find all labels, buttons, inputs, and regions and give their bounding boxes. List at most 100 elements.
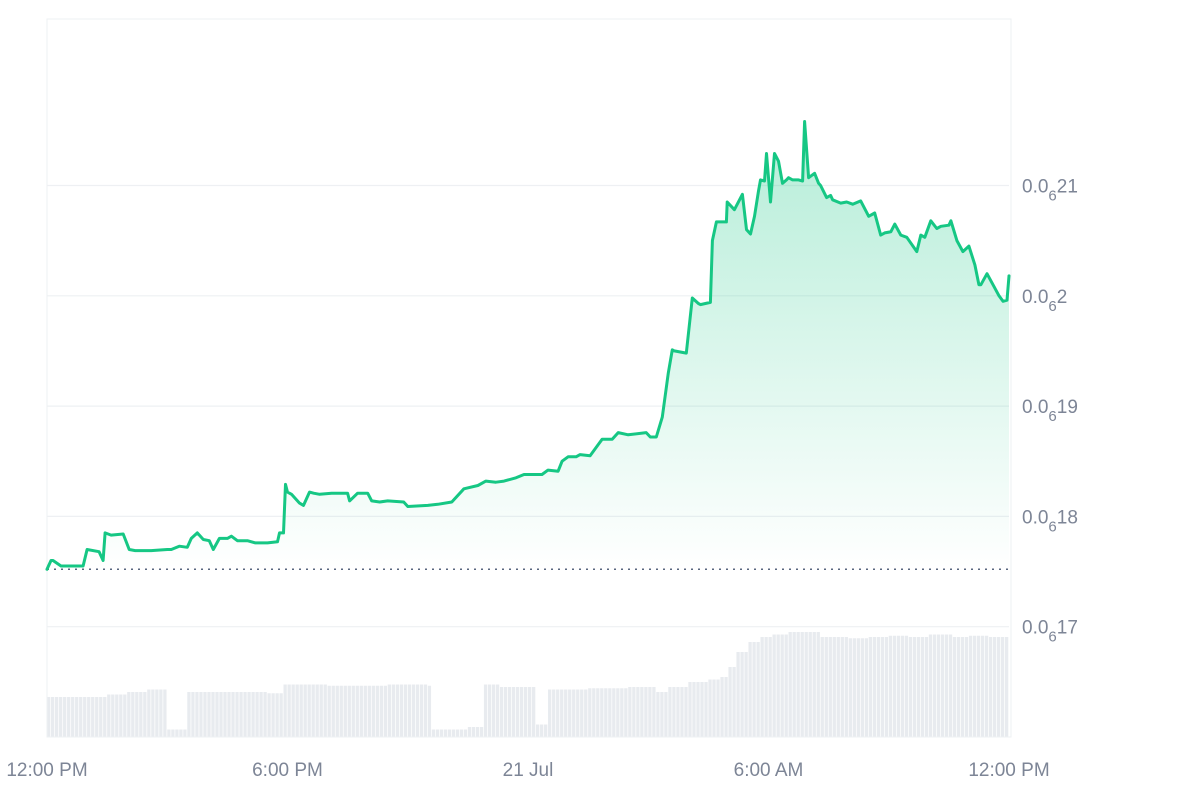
volume-bar xyxy=(832,637,836,737)
volume-bar xyxy=(900,635,905,737)
volume-bar xyxy=(315,684,319,737)
x-tick-label: 12:00 PM xyxy=(968,760,1049,781)
volume-bar xyxy=(211,692,215,737)
volume-bar xyxy=(411,684,416,737)
volume-bar xyxy=(608,688,612,737)
volume-bar xyxy=(271,693,275,737)
volume-bar xyxy=(167,729,171,737)
volume-bar xyxy=(560,689,564,737)
volume-bar xyxy=(495,684,500,737)
volume-bar xyxy=(67,697,71,737)
volume-bar xyxy=(968,635,973,737)
volume-bar xyxy=(83,697,87,737)
volume-bar xyxy=(143,692,147,737)
volume-bar xyxy=(51,697,55,737)
volume-bar xyxy=(660,692,664,737)
volume-bar xyxy=(604,688,608,737)
volume-bar xyxy=(576,689,580,737)
volume-bar xyxy=(856,638,860,737)
volume-bar xyxy=(984,635,989,737)
volume-bar xyxy=(648,687,652,737)
volume-bar xyxy=(776,634,780,737)
volume-bar xyxy=(628,687,632,737)
volume-bar xyxy=(219,692,223,737)
volume-bar xyxy=(944,634,949,737)
volume-bar xyxy=(419,684,424,737)
volume-bar xyxy=(391,684,396,737)
volume-bar xyxy=(459,729,464,737)
volume-bar xyxy=(223,692,227,737)
volume-bar xyxy=(920,637,925,737)
volume-bar xyxy=(279,693,283,737)
volume-bar xyxy=(904,635,909,737)
volume-bar xyxy=(888,635,893,737)
volume-bar xyxy=(532,687,536,737)
volume-bar xyxy=(992,637,997,737)
volume-bar xyxy=(431,729,436,737)
volume-bar xyxy=(47,697,51,737)
volume-bar xyxy=(471,727,476,737)
volume-bar xyxy=(588,688,592,737)
volume-bar xyxy=(507,687,512,737)
volume-bar xyxy=(407,684,412,737)
volume-bar xyxy=(684,687,688,737)
volume-bar xyxy=(439,729,444,737)
volume-bar xyxy=(455,729,460,737)
volume-bar xyxy=(339,685,343,737)
x-tick-label: 12:00 PM xyxy=(6,760,87,781)
volume-bar xyxy=(740,652,744,737)
volume-bar xyxy=(355,685,359,737)
volume-bar xyxy=(600,688,604,737)
volume-bar xyxy=(664,692,668,737)
volume-bar xyxy=(884,637,889,737)
volume-bar xyxy=(267,693,271,737)
volume-bar xyxy=(724,677,728,737)
volume-bar xyxy=(491,684,496,737)
volume-bar xyxy=(363,685,367,737)
volume-bar xyxy=(87,697,91,737)
volume-bar xyxy=(327,685,331,737)
volume-bar xyxy=(247,692,251,737)
volume-bar xyxy=(632,687,636,737)
volume-bar xyxy=(928,634,933,737)
volume-bar xyxy=(183,729,187,737)
volume-bar xyxy=(499,687,504,737)
volume-bar xyxy=(688,682,692,737)
volume-bar xyxy=(696,682,700,737)
volume-bar xyxy=(828,637,832,737)
volume-bar xyxy=(912,637,917,737)
volume-bar xyxy=(536,724,540,737)
volume-bar xyxy=(95,697,99,737)
volume-bar xyxy=(728,667,732,737)
volume-bar xyxy=(956,637,961,737)
volume-bar xyxy=(812,632,816,737)
volume-bar xyxy=(656,692,660,737)
volume-bar xyxy=(139,692,143,737)
volume-bar xyxy=(303,684,307,737)
volume-bar xyxy=(263,692,267,737)
volume-bar xyxy=(556,689,560,737)
volume-bar xyxy=(980,635,985,737)
volume-bar xyxy=(399,684,404,737)
volume-bar xyxy=(864,638,868,737)
volume-bar xyxy=(816,632,820,737)
volume-bar xyxy=(371,685,375,737)
volume-bar xyxy=(99,697,103,737)
volume-bar xyxy=(964,637,969,737)
volume-bar xyxy=(988,637,993,737)
volume-bar xyxy=(976,635,981,737)
volume-bar xyxy=(852,638,856,737)
volume-bar xyxy=(239,692,243,737)
volume-bar xyxy=(63,697,67,737)
y-tick-label: 0.0621 xyxy=(1022,177,1078,205)
volume-bar xyxy=(127,692,131,737)
volume-bar xyxy=(119,694,123,737)
volume-bar xyxy=(704,682,708,737)
volume-bar xyxy=(147,689,151,737)
volume-bar xyxy=(343,685,347,737)
volume-bar xyxy=(55,697,59,737)
x-axis-ticks: 12:00 PM 6:00 PM 21 Jul 6:00 AM 12:00 PM xyxy=(6,760,1049,781)
volume-bar xyxy=(996,637,1001,737)
volume-bar xyxy=(572,689,576,737)
y-tick-label: 0.0617 xyxy=(1022,618,1078,646)
